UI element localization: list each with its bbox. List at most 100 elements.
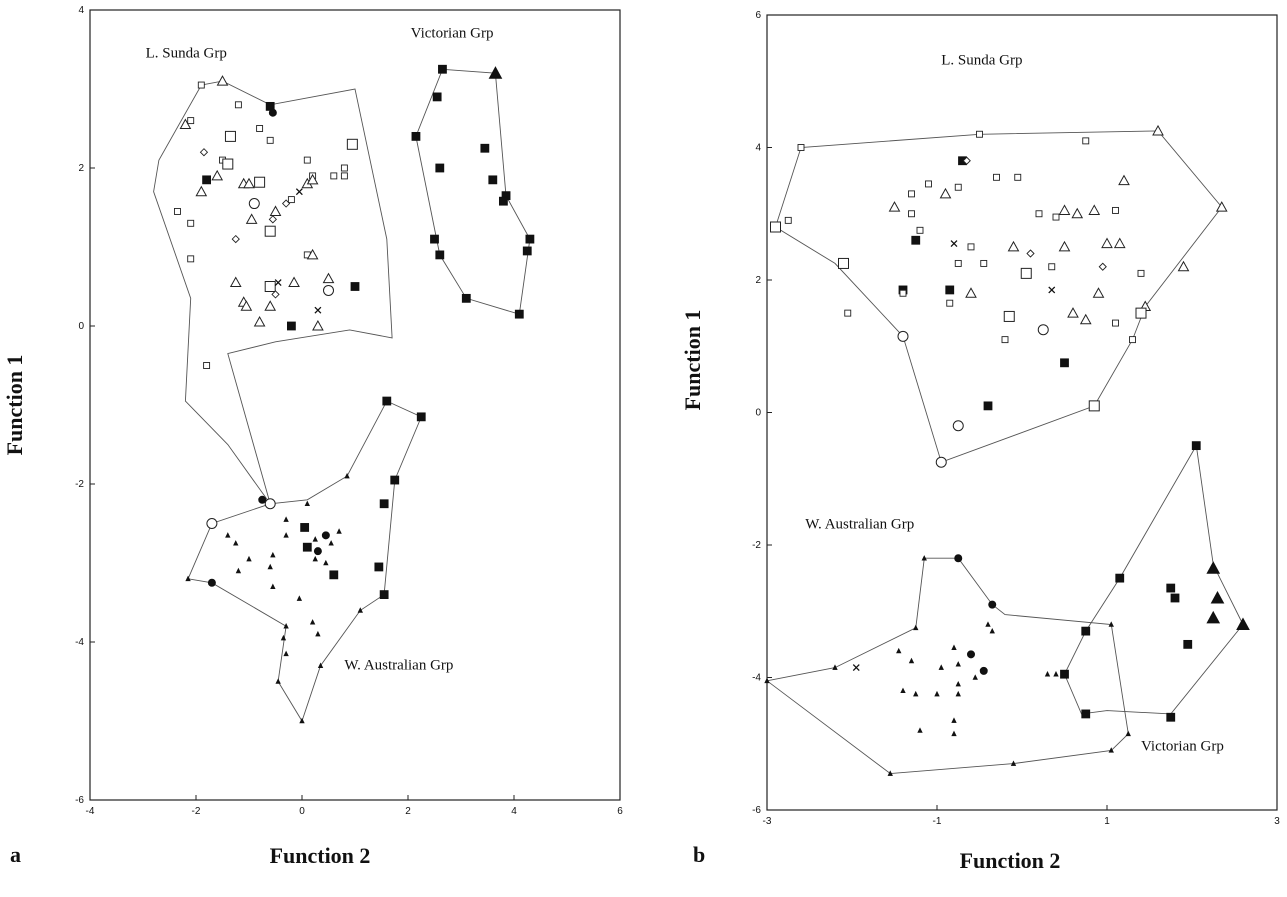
- panel-a-data-point: [187, 255, 195, 263]
- panel-b-data-point: [1118, 174, 1130, 186]
- panel-b-group-hull: [774, 130, 1223, 463]
- panel-a-data-point: [411, 131, 421, 141]
- panel-a-x-tick-label: 6: [617, 806, 623, 817]
- panel-a-data-point: [296, 595, 303, 601]
- panel-b-data-point: [844, 309, 852, 317]
- panel-a-data-point: [328, 540, 334, 546]
- panel-b-data-point: [784, 216, 792, 224]
- panel-a-group-label: Victorian Grp: [411, 26, 494, 42]
- panel-a-data-point: [323, 559, 329, 566]
- panel-a-data-point: [173, 207, 181, 215]
- panel-a-data-point: [480, 143, 490, 153]
- panel-b-group-label: W. Australian Grp: [805, 516, 914, 532]
- panel-a-y-axis-label: Function 1: [2, 355, 27, 456]
- panel-a-y-tick-label: -6: [75, 795, 84, 806]
- panel-a-y-tick-label: -4: [75, 637, 84, 648]
- panel-b-data-point: [1170, 593, 1180, 603]
- panel-b-data-point: [1014, 173, 1022, 181]
- panel-a-data-point: [264, 225, 276, 237]
- panel-a-data-point: [323, 284, 334, 296]
- panel-a-data-point: [286, 321, 296, 331]
- panel-b-data-point: [1115, 573, 1125, 583]
- panel-a-data-point: [350, 282, 360, 291]
- panel-b: -6 -4 -2 0 2 4 6 -3 -1 1 3 L. Sunda Grp W. Australia…: [680, 10, 1280, 873]
- panel-b-data-point: [967, 243, 975, 251]
- panel-b-data-point: [1007, 240, 1020, 252]
- panel-a-data-point: [253, 316, 266, 327]
- panel-b-data-point: [896, 647, 902, 654]
- panel-a-data-point: [313, 547, 322, 556]
- panel-a-data-point: [432, 92, 442, 102]
- panel-b-y-tick-label: 6: [755, 10, 761, 21]
- panel-b-data-point: [913, 624, 919, 631]
- panel-a-data-point: [382, 396, 392, 406]
- panel-b-x-tick-label: -3: [763, 816, 772, 827]
- panel-a-data-point: [187, 219, 195, 227]
- panel-a-group-label: W. Australian Grp: [344, 658, 453, 674]
- panel-b-data-point: [985, 621, 991, 627]
- panel-a-data-point: [312, 536, 318, 542]
- panel-a-data-point: [435, 250, 445, 260]
- panel-a-data-point: [271, 290, 280, 299]
- panel-a-y-tick-label: 4: [78, 5, 84, 16]
- panel-b-data-point: [972, 674, 978, 680]
- panel-b-data-point: [965, 287, 977, 298]
- panel-a-data-point: [235, 567, 242, 574]
- panel-b-data-point: [1026, 249, 1035, 258]
- panel-b-data-point: [797, 144, 805, 151]
- panel-b-data-point: [1081, 709, 1091, 719]
- panel-a-data-point: [233, 540, 239, 546]
- panel-a-data-point: [498, 196, 508, 206]
- panel-a-data-point: [264, 281, 276, 292]
- panel-a-data-point: [336, 528, 342, 534]
- panel-b-data-point: [1058, 204, 1071, 215]
- panel-b-data-point: [1060, 358, 1069, 368]
- panel-a-data-point: [299, 717, 305, 724]
- panel-a-data-point: [379, 499, 389, 509]
- panel-a-x-tick-label: 4: [511, 806, 517, 817]
- panel-b-data-point: [911, 235, 921, 245]
- panel-b-data-point: [955, 680, 961, 687]
- panel-b-data-point: [1060, 669, 1069, 679]
- panel-a-data-point: [268, 108, 277, 117]
- panel-a-data-point: [287, 196, 295, 204]
- panel-a-data-point: [522, 246, 532, 256]
- panel-b-data-point: [952, 420, 964, 432]
- panel-b-data-point: [1082, 137, 1090, 145]
- panel-a-data-point: [321, 531, 330, 540]
- panel-a-data-point: [379, 590, 389, 599]
- panel-a-data-point: [346, 138, 358, 150]
- panel-b-data-point: [983, 401, 993, 411]
- panel-a-data-point: [222, 158, 234, 170]
- panel-b-data-point: [1003, 310, 1015, 322]
- panel-a-data-point: [488, 66, 503, 79]
- panel-a-x-tick-label: -2: [192, 806, 201, 817]
- panel-b-data-point: [950, 240, 958, 248]
- panel-b-y-tick-label: -6: [752, 805, 761, 816]
- panel-a-data-point: [416, 412, 426, 422]
- panel-b-data-point: [976, 130, 983, 138]
- panel-a-data-point: [187, 117, 195, 125]
- panel-a-data-point: [330, 172, 338, 180]
- panel-b-y-tick-label: 4: [755, 143, 761, 154]
- panel-a-data-point: [374, 562, 384, 572]
- panel-b-data-point: [954, 259, 962, 267]
- panel-b-group-hull: [765, 557, 1129, 775]
- panel-b-data-point: [1035, 210, 1043, 218]
- panel-b-data-point: [945, 285, 955, 295]
- panel-b-data-point: [1129, 336, 1136, 344]
- panel-b-data-point: [946, 299, 954, 307]
- panel-b-data-point: [1058, 240, 1071, 252]
- panel-b-y-tick-label: 2: [755, 275, 761, 286]
- panel-a-data-point: [309, 619, 316, 625]
- panel-b-data-point: [962, 156, 971, 165]
- panel-a-group-hull: [415, 68, 531, 315]
- panel-a-data-point: [302, 542, 312, 552]
- panel-b-plot-frame: [766, 14, 1278, 811]
- panel-b-data-point: [934, 690, 940, 697]
- panel-a-data-point: [340, 164, 348, 172]
- panel-a-data-point: [430, 234, 439, 244]
- panel-a-data-point: [266, 136, 274, 144]
- panel-a-data-point: [322, 272, 335, 284]
- panel-a-data-point: [274, 279, 282, 287]
